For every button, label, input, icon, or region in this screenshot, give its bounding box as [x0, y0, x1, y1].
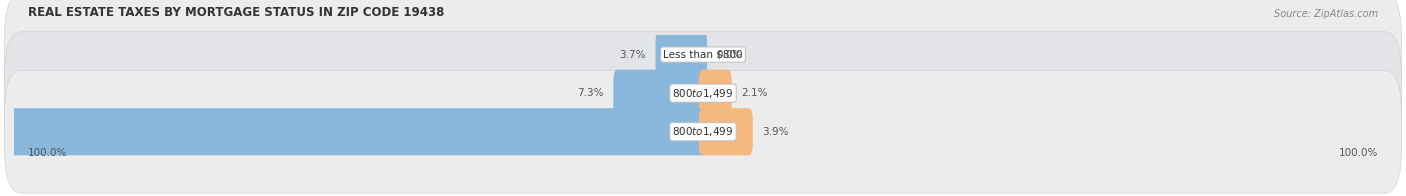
Text: $800 to $1,499: $800 to $1,499 [672, 125, 734, 138]
Text: 3.7%: 3.7% [620, 50, 645, 60]
FancyBboxPatch shape [4, 32, 1402, 154]
Text: 100.0%: 100.0% [1339, 148, 1378, 158]
Text: Less than $800: Less than $800 [664, 50, 742, 60]
FancyBboxPatch shape [4, 0, 1402, 116]
FancyBboxPatch shape [699, 108, 752, 155]
Text: 7.3%: 7.3% [578, 88, 603, 98]
Text: REAL ESTATE TAXES BY MORTGAGE STATUS IN ZIP CODE 19438: REAL ESTATE TAXES BY MORTGAGE STATUS IN … [28, 6, 444, 19]
Text: 100.0%: 100.0% [28, 148, 67, 158]
FancyBboxPatch shape [4, 70, 1402, 193]
FancyBboxPatch shape [699, 70, 731, 117]
Text: Source: ZipAtlas.com: Source: ZipAtlas.com [1274, 9, 1378, 19]
Text: 3.9%: 3.9% [762, 127, 789, 137]
FancyBboxPatch shape [613, 70, 707, 117]
Text: $800 to $1,499: $800 to $1,499 [672, 87, 734, 100]
Text: 0.0%: 0.0% [717, 50, 742, 60]
FancyBboxPatch shape [0, 108, 707, 155]
FancyBboxPatch shape [655, 31, 707, 78]
Text: 2.1%: 2.1% [741, 88, 768, 98]
